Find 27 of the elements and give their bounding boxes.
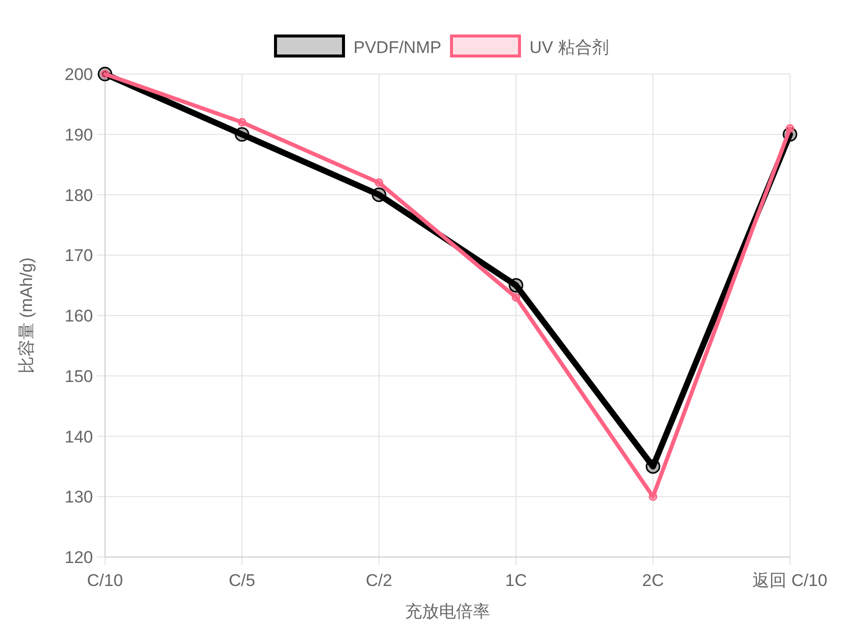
y-tick-label: 130 (64, 488, 93, 507)
x-tick-label: C/2 (366, 571, 392, 590)
y-tick-label: 140 (64, 427, 93, 446)
point (786, 124, 794, 133)
x-tick-label: C/10 (87, 571, 123, 590)
legend-label: UV 粘合剂 (530, 38, 609, 57)
x-axis-title: 充放电倍率 (405, 602, 490, 621)
point (508, 278, 524, 293)
x-tick-label: C/5 (228, 571, 256, 590)
x-tick-label: 返回 C/10 (752, 571, 828, 590)
y-tick-label: 170 (64, 246, 93, 266)
legend-label: PVDF/NMP (354, 38, 442, 57)
y-tick-label: 120 (64, 548, 93, 567)
x-tick-label: 1C (505, 571, 527, 590)
y-axis-title: 比容量 (mAh/g) (17, 257, 36, 374)
y-tick-label: 200 (64, 65, 93, 84)
point (238, 118, 246, 127)
point (372, 188, 386, 202)
y-tick-label: 180 (64, 186, 93, 205)
x-tick-label: 2C (642, 571, 664, 590)
point (646, 459, 660, 474)
y-tick-label: 190 (64, 125, 93, 144)
y-tick-label: 150 (64, 366, 93, 386)
y-tick-label: 160 (64, 306, 93, 326)
point (512, 293, 520, 302)
point (234, 127, 250, 142)
point (374, 178, 384, 187)
